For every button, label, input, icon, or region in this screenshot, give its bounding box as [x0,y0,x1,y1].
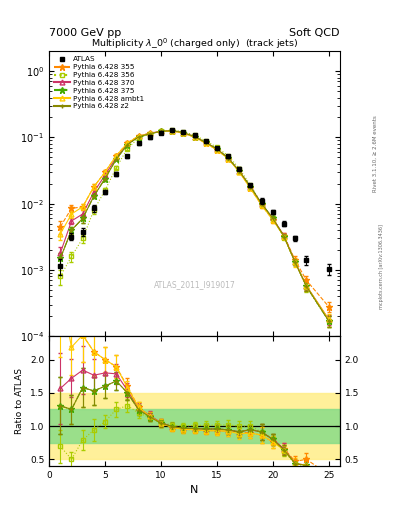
Bar [49,393,340,459]
Title: Multiplicity $\lambda\_0^0$ (charged only)  (track jets): Multiplicity $\lambda\_0^0$ (charged onl… [91,36,298,51]
Text: ATLAS_2011_I919017: ATLAS_2011_I919017 [154,281,235,289]
Y-axis label: Ratio to ATLAS: Ratio to ATLAS [15,368,24,434]
Text: Soft QCD: Soft QCD [290,28,340,38]
Bar [49,410,340,443]
X-axis label: N: N [190,485,199,495]
Text: Rivet 3.1.10, ≥ 2.6M events: Rivet 3.1.10, ≥ 2.6M events [373,115,378,192]
Text: mcplots.cern.ch [arXiv:1306.3436]: mcplots.cern.ch [arXiv:1306.3436] [379,224,384,309]
Text: 7000 GeV pp: 7000 GeV pp [49,28,121,38]
Legend: ATLAS, Pythia 6.428 355, Pythia 6.428 356, Pythia 6.428 370, Pythia 6.428 375, P: ATLAS, Pythia 6.428 355, Pythia 6.428 35… [51,53,147,112]
